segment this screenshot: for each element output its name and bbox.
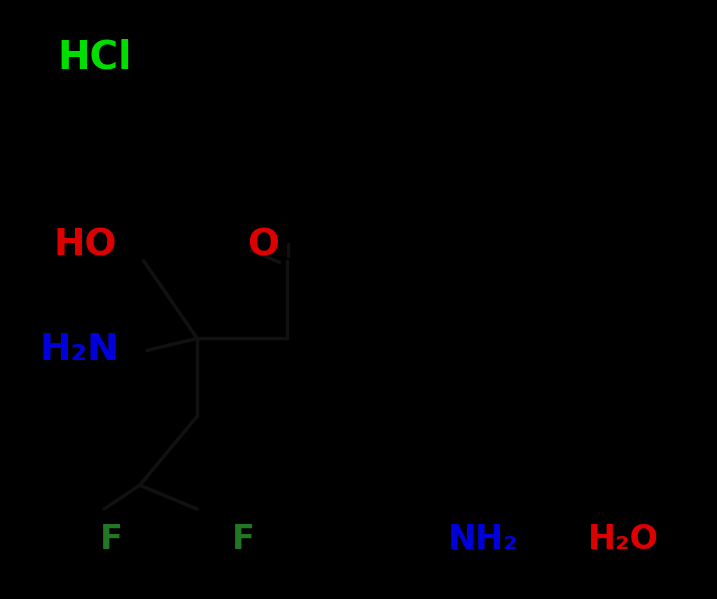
Text: F: F [232,522,255,556]
Text: F: F [100,522,123,556]
Text: H₂O: H₂O [588,522,659,556]
Text: HCl: HCl [57,39,132,77]
Text: NH₂: NH₂ [448,522,519,556]
Text: HO: HO [54,228,117,264]
Text: H₂N: H₂N [39,332,119,368]
Text: O: O [247,228,279,264]
